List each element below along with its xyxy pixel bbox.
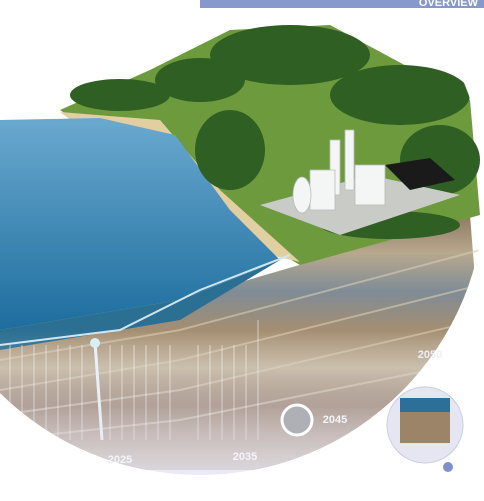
forest: [70, 25, 480, 239]
year-label: 2035: [233, 451, 257, 463]
plant: [292, 129, 386, 214]
inset-sea: [400, 398, 450, 412]
banner: [200, 0, 484, 8]
timeline-marker: [280, 403, 314, 437]
pond: [385, 158, 455, 190]
banner-text: OVERVIEW: [419, 0, 479, 9]
year-label: 2025: [108, 454, 132, 466]
year-label: 2050: [418, 349, 442, 361]
sea: [0, 118, 280, 330]
year-label: 2045: [323, 414, 347, 426]
inset-dot: [443, 462, 453, 472]
sea-edge: [0, 260, 280, 350]
well-head: [90, 338, 100, 348]
